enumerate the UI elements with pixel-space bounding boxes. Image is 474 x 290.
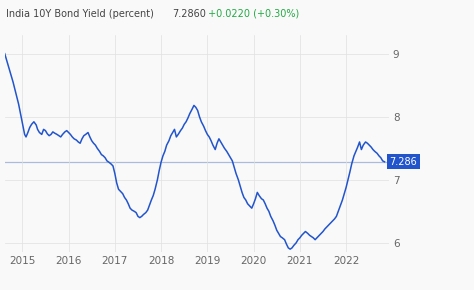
Text: +0.0220 (+0.30%): +0.0220 (+0.30%) (205, 9, 299, 19)
Text: 7.286: 7.286 (390, 157, 417, 167)
Text: 7.2860: 7.2860 (173, 9, 206, 19)
Text: India 10Y Bond Yield (percent): India 10Y Bond Yield (percent) (6, 9, 154, 19)
